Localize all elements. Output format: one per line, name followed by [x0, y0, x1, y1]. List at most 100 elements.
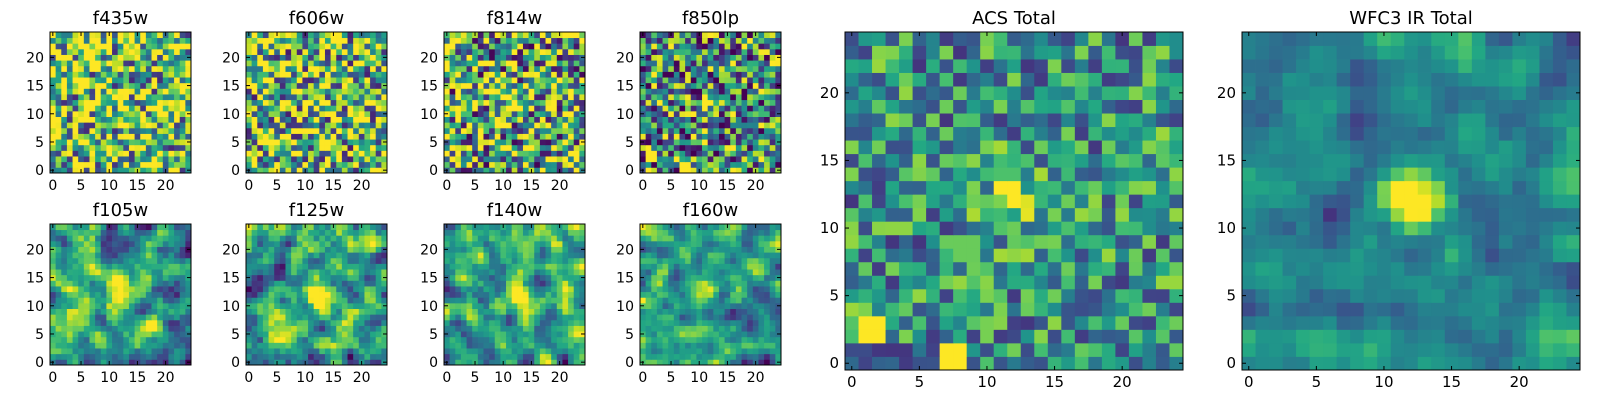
heatmap-cell — [545, 240, 552, 247]
heatmap-cell — [640, 116, 647, 123]
heatmap-cell — [528, 314, 535, 321]
heatmap-cell — [455, 319, 462, 326]
heatmap-cell — [449, 314, 456, 321]
heatmap-cell — [358, 54, 365, 61]
heatmap-cell — [573, 291, 580, 298]
y-tick-label: 15 — [420, 271, 438, 287]
heatmap-cell — [568, 156, 575, 163]
heatmap-cell — [324, 37, 331, 44]
heatmap-cell — [341, 286, 348, 293]
heatmap-cell — [262, 32, 269, 39]
heatmap-cell — [370, 274, 377, 281]
heatmap-cell — [162, 274, 169, 281]
heatmap-cell — [556, 286, 563, 293]
heatmap-cell — [61, 161, 68, 168]
heatmap-cell — [336, 308, 343, 315]
heatmap-cell — [707, 342, 714, 349]
heatmap-cell — [117, 359, 124, 366]
heatmap-cell — [741, 331, 748, 338]
heatmap-cell — [449, 240, 456, 247]
heatmap-cell — [562, 139, 569, 146]
heatmap-cell — [106, 314, 113, 321]
heatmap-cell — [262, 48, 269, 55]
heatmap-cell — [534, 240, 541, 247]
heatmap-cell — [696, 144, 703, 151]
heatmap-cell — [747, 32, 754, 39]
heatmap-cell — [562, 110, 569, 117]
heatmap-cell — [673, 359, 680, 366]
heatmap-cell — [730, 122, 737, 129]
heatmap-cell — [511, 99, 518, 106]
heatmap-cell — [262, 127, 269, 134]
y-tick-label: 10 — [222, 107, 240, 123]
heatmap-cell — [579, 297, 586, 304]
heatmap-cell — [128, 246, 135, 253]
heatmap-cell — [274, 252, 281, 259]
heatmap-cell — [679, 342, 686, 349]
heatmap-cell — [168, 122, 175, 129]
heatmap-cell — [268, 88, 275, 95]
heatmap-cell — [494, 161, 501, 168]
heatmap-cell — [330, 110, 337, 117]
heatmap-cell — [735, 353, 742, 360]
heatmap-cell — [185, 269, 192, 276]
heatmap-cell — [251, 331, 258, 338]
heatmap-cell — [769, 94, 776, 101]
heatmap-cell — [341, 359, 348, 366]
heatmap-cell — [539, 342, 546, 349]
heatmap-cell — [179, 94, 186, 101]
heatmap-cell — [112, 37, 119, 44]
heatmap-cell — [522, 291, 529, 298]
heatmap-cell — [251, 263, 258, 270]
heatmap-cell — [319, 359, 326, 366]
heatmap-cell — [444, 65, 451, 72]
heatmap-cell — [562, 144, 569, 151]
heatmap-cell — [573, 37, 580, 44]
heatmap-cell — [455, 77, 462, 84]
heatmap-cell — [162, 353, 169, 360]
heatmap-cell — [679, 99, 686, 106]
heatmap-cell — [341, 82, 348, 89]
heatmap-cell — [579, 65, 586, 72]
heatmap-cell — [651, 99, 658, 106]
heatmap-cell — [179, 161, 186, 168]
heatmap-cell — [100, 308, 107, 315]
heatmap-cell — [466, 286, 473, 293]
heatmap-cell — [257, 71, 264, 78]
heatmap-cell — [140, 32, 147, 39]
heatmap-cell — [730, 167, 737, 174]
heatmap-cell — [274, 336, 281, 343]
heatmap-cell — [179, 353, 186, 360]
heatmap-cell — [185, 99, 192, 106]
heatmap-cell — [100, 297, 107, 304]
heatmap-cell — [95, 263, 102, 270]
heatmap-cell — [568, 116, 575, 123]
heatmap-cell — [562, 105, 569, 112]
heatmap-cell — [724, 37, 731, 44]
heatmap-cell — [140, 65, 147, 72]
heatmap-cell — [449, 336, 456, 343]
heatmap-cell — [89, 240, 96, 247]
heatmap-cell — [662, 342, 669, 349]
heatmap-cell — [511, 60, 518, 67]
heatmap-cell — [466, 274, 473, 281]
heatmap-cell — [55, 77, 62, 84]
heatmap-cell — [246, 286, 253, 293]
heatmap-cell — [775, 286, 782, 293]
heatmap-cell — [50, 144, 57, 151]
heatmap-cell — [640, 48, 647, 55]
heatmap-cell — [83, 342, 90, 349]
heatmap-cell — [545, 319, 552, 326]
heatmap-cells — [246, 32, 388, 174]
heatmap-cell — [707, 161, 714, 168]
heatmap-cell — [713, 127, 720, 134]
x-tick-label: 0 — [244, 178, 253, 194]
heatmap-cell — [168, 252, 175, 259]
heatmap-cell — [353, 116, 360, 123]
heatmap-cell — [568, 127, 575, 134]
heatmap-cell — [494, 88, 501, 95]
heatmap-cell — [257, 37, 264, 44]
heatmap-cell — [551, 144, 558, 151]
heatmap-cell — [494, 54, 501, 61]
heatmap-cell — [466, 43, 473, 50]
